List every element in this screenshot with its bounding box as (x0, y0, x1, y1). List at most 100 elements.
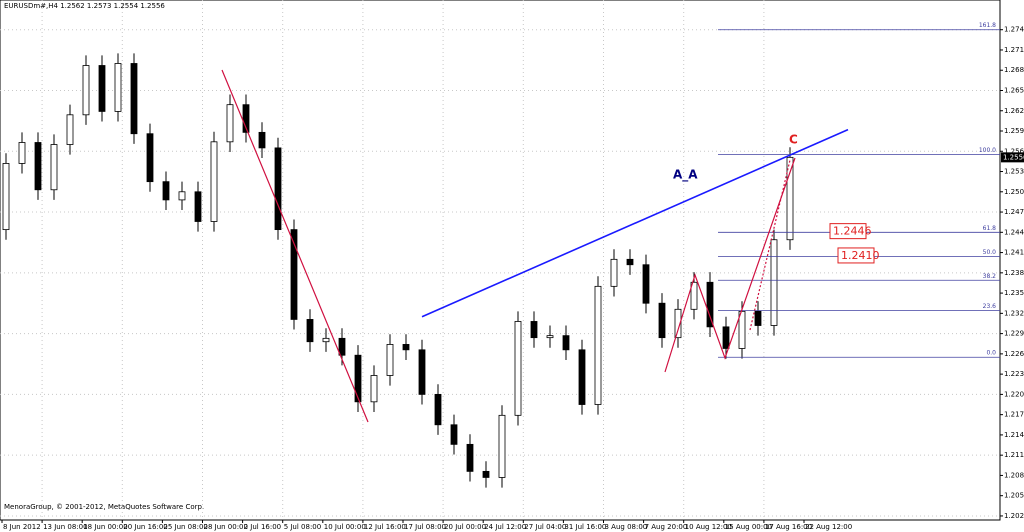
candle-body (226, 104, 234, 143)
fib-label: 161.8 (979, 22, 996, 29)
candle-body (146, 133, 154, 183)
x-tick-label: 17 Jul 08:00 (404, 523, 446, 531)
candle-body (450, 424, 458, 445)
y-tick-label: 1.2505 (1004, 188, 1024, 196)
zigzag (664, 157, 796, 373)
candle-body (98, 65, 106, 112)
y-tick-label: 1.2115 (1004, 451, 1024, 459)
candle-body (242, 104, 250, 133)
y-tick-label: 1.2445 (1004, 228, 1024, 236)
zigzag (749, 159, 791, 331)
candle-body (466, 443, 474, 472)
candle-body (210, 141, 218, 222)
x-tick-label: 3 Aug 08:00 (605, 523, 648, 531)
candle-body (194, 191, 202, 222)
candle-body (578, 349, 586, 405)
candle-body (290, 229, 298, 320)
candle-body (562, 335, 570, 351)
candle-body (626, 258, 634, 266)
fib-label: 61.8 (983, 225, 997, 232)
x-tick-label: 20 Jun 16:00 (123, 523, 167, 531)
annotation: C (789, 132, 798, 146)
y-tick-label: 1.2385 (1004, 269, 1024, 277)
candle-body (402, 344, 410, 351)
candle-body (514, 321, 522, 416)
y-tick-label: 1.2325 (1004, 309, 1024, 317)
fib-label: 100.0 (979, 147, 996, 154)
candle-body (178, 191, 186, 201)
candle-body (2, 163, 10, 231)
y-tick-label: 1.2535 (1004, 168, 1024, 176)
fib-label: 23.6 (983, 303, 997, 310)
y-tick-label: 1.2625 (1004, 107, 1024, 115)
y-tick-label: 1.2025 (1004, 512, 1024, 520)
y-tick-label: 1.2235 (1004, 370, 1024, 378)
candle-body (706, 281, 714, 328)
x-tick-label: 18 Jun 00:00 (83, 523, 127, 531)
candle-body (434, 393, 442, 426)
candle-body (674, 308, 682, 339)
x-tick-label: 28 Jun 00:00 (204, 523, 248, 531)
x-tick-label: 17 Aug 16:00 (765, 523, 812, 531)
candle-body (338, 337, 346, 356)
candle-body (34, 142, 42, 191)
x-tick-label: 10 Jul 00:00 (324, 523, 366, 531)
y-tick-label: 1.2295 (1004, 330, 1024, 338)
candle-body (754, 310, 762, 326)
annotation: A_A (673, 167, 698, 182)
candle-body (690, 281, 698, 310)
candle-body (642, 264, 650, 304)
candle-body (66, 114, 74, 145)
current-price-label: 1.2556 (1003, 153, 1024, 161)
x-tick-label: 5 Jul 08:00 (284, 523, 322, 531)
fib-label: 50.0 (983, 249, 997, 256)
x-tick-label: 13 Jun 08:00 (43, 523, 87, 531)
candle-body (722, 326, 730, 349)
candle-body (306, 319, 314, 343)
candle-body (370, 375, 378, 403)
y-tick-label: 1.2715 (1004, 46, 1024, 54)
x-tick-label: 8 Jun 2012 (3, 523, 41, 531)
candle-body (354, 354, 362, 403)
y-tick-label: 1.2745 (1004, 26, 1024, 34)
y-tick-label: 1.2685 (1004, 66, 1024, 74)
zigzag (221, 69, 369, 423)
price-box-label: 1.2446 (833, 225, 872, 238)
fib-label: 0.0 (986, 350, 996, 357)
candle-body (82, 65, 90, 116)
candle-body (258, 131, 266, 149)
candle-body (770, 239, 778, 326)
x-tick-label: 27 Jul 04:00 (524, 523, 566, 531)
fib-label: 38.2 (983, 273, 997, 280)
candle-body (322, 337, 330, 343)
candle-body (786, 156, 794, 241)
candle-body (114, 63, 122, 112)
candle-body (18, 142, 26, 164)
y-tick-label: 1.2085 (1004, 471, 1024, 479)
candle-body (498, 414, 506, 478)
x-tick-label: 22 Aug 12:00 (805, 523, 852, 531)
chart-title: EURUSDm#,H4 1.2562 1.2573 1.2554 1.2556 (4, 2, 165, 10)
y-tick-label: 1.2415 (1004, 249, 1024, 257)
y-tick-label: 1.2355 (1004, 289, 1024, 297)
candle-body (546, 335, 554, 339)
x-tick-label: 10 Aug 12:00 (685, 523, 732, 531)
y-tick-label: 1.2145 (1004, 431, 1024, 439)
candle-body (418, 349, 426, 395)
y-tick-label: 1.2205 (1004, 390, 1024, 398)
y-tick-label: 1.2475 (1004, 208, 1024, 216)
y-tick-label: 1.2565 (1004, 147, 1024, 155)
candle-body (610, 258, 618, 287)
y-tick-label: 1.2595 (1004, 127, 1024, 135)
x-tick-label: 24 Jul 12:00 (484, 523, 526, 531)
candle-body (530, 321, 538, 339)
x-tick-label: 15 Aug 00:00 (725, 523, 772, 531)
candle-body (738, 310, 746, 349)
candle-body (482, 470, 490, 478)
x-tick-label: 12 Jul 16:00 (364, 523, 406, 531)
candle-body (386, 344, 394, 376)
x-tick-label: 20 Jul 00:00 (444, 523, 486, 531)
current-price-box (1001, 152, 1024, 163)
candle-body (658, 302, 666, 339)
